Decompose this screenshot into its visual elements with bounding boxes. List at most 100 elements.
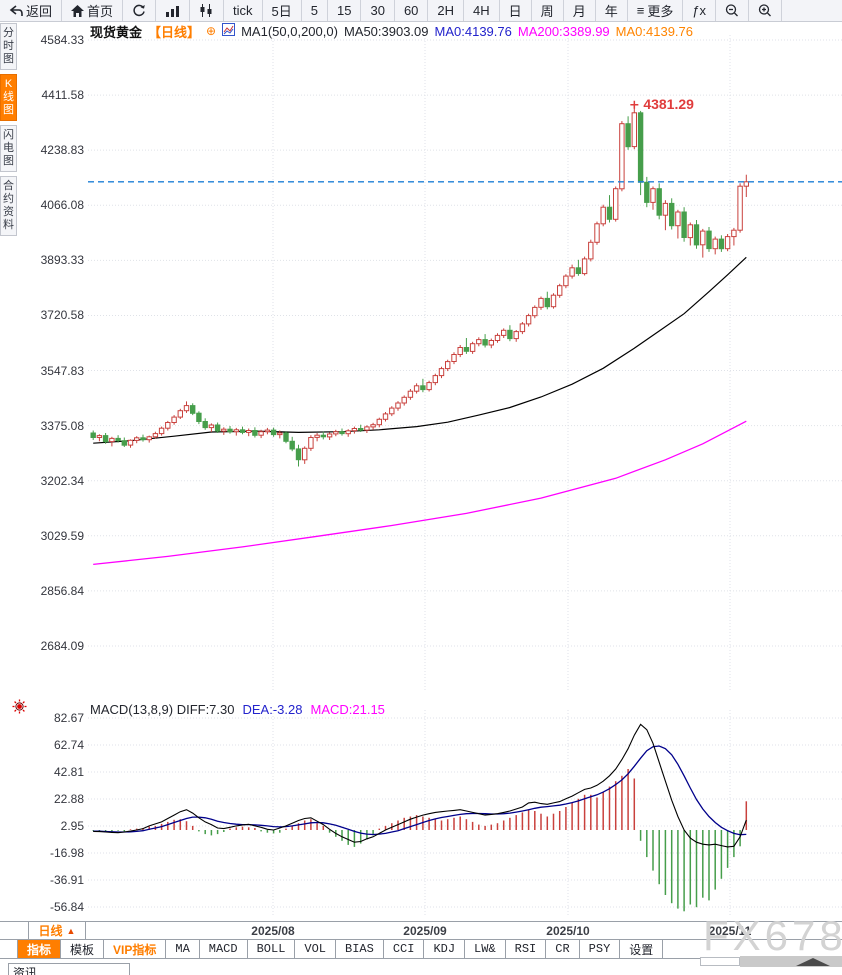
- price-axis-label: 4238.83: [40, 143, 84, 158]
- mini-chart-icon[interactable]: [222, 23, 236, 39]
- indicator-tab-模板[interactable]: 模板: [61, 940, 105, 958]
- scroll-up-arrow-icon[interactable]: [796, 958, 830, 966]
- toolbar-week[interactable]: 周: [532, 0, 564, 21]
- price-axis-label: 3720.58: [40, 308, 84, 323]
- price-axis-label: 2684.09: [40, 638, 84, 653]
- scrollbar-fill[interactable]: [740, 956, 842, 967]
- toolbar-zoom-in-icon[interactable]: [749, 0, 783, 21]
- toolbar-back[interactable]: 返回: [0, 0, 63, 21]
- chart-type-sidebar: 分时图 K线图闪电图合约资料: [0, 23, 17, 236]
- toolbar-label: tick: [233, 3, 253, 18]
- horizontal-scrollbar[interactable]: [700, 956, 842, 967]
- toolbar-label: 年: [604, 4, 618, 19]
- price-axis-label: 3547.83: [40, 363, 84, 378]
- tab-news[interactable]: 资讯: [8, 963, 130, 975]
- month-label: 2025/11: [708, 924, 752, 938]
- price-axis-label: 3029.59: [40, 528, 84, 543]
- toolbar-15[interactable]: 15: [328, 0, 362, 21]
- sidebar-item-kline-chart[interactable]: K线图: [0, 74, 17, 121]
- toolbar-bar-chart-icon[interactable]: [156, 0, 191, 21]
- toolbar-label: 日: [508, 4, 522, 19]
- price-axis-label: 3375.08: [40, 418, 84, 433]
- indicator-tab-KDJ[interactable]: KDJ: [424, 940, 466, 958]
- indicator-tab-CCI[interactable]: CCI: [384, 940, 425, 958]
- period-selector[interactable]: 日线 ▲: [28, 922, 86, 939]
- indicator-tab-LW&[interactable]: LW&: [465, 940, 506, 958]
- toolbar-label: 60: [403, 3, 419, 18]
- home-icon: [71, 4, 85, 17]
- price-axis-label: 3202.34: [40, 473, 84, 488]
- period-badge: 【日线】: [148, 24, 201, 40]
- toolbar-label: 月: [572, 4, 586, 19]
- indicator-tab-BOLL[interactable]: BOLL: [248, 940, 296, 958]
- price-axis-label: 2856.84: [40, 583, 84, 598]
- add-overlay-icon[interactable]: ⊕: [206, 24, 217, 38]
- macd-axis-label: 42.81: [53, 765, 84, 779]
- month-label: 2025/08: [251, 924, 295, 938]
- toolbar-2h[interactable]: 2H: [428, 0, 465, 21]
- sidebar-item-contract-info[interactable]: 合约资料: [0, 176, 17, 236]
- indicator-toolbar: 指标 模板 VIP指标 MA MACD BOLL VOL BIAS CCI KDJ LW& RSI CR…: [0, 939, 842, 959]
- toolbar-more[interactable]: ≡ 更多: [628, 0, 684, 21]
- macd-axis-label: -36.91: [49, 873, 84, 887]
- toolbar-home[interactable]: 首页: [62, 0, 124, 21]
- macd-axis-label: 22.88: [53, 792, 84, 806]
- macd-axis-label: -16.98: [49, 846, 84, 860]
- ma-params: MA1(50,0,200,0): [241, 23, 338, 39]
- toolbar-60[interactable]: 60: [395, 0, 429, 21]
- toolbar-month[interactable]: 月: [564, 0, 596, 21]
- ma0-orange-value: MA0:4139.76: [615, 23, 693, 39]
- indicator-tab-BIAS[interactable]: BIAS: [336, 940, 384, 958]
- candle-chart-icon: [199, 4, 214, 17]
- indicator-tab-CR[interactable]: CR: [546, 940, 580, 958]
- indicator-tab-指标[interactable]: 指标: [17, 940, 62, 958]
- toolbar-5[interactable]: 5: [302, 0, 328, 21]
- refresh-icon: [132, 4, 146, 17]
- chevron-up-icon: ▲: [66, 925, 76, 936]
- bar-chart-icon: [165, 5, 180, 17]
- toolbar-label: 首页: [87, 4, 114, 19]
- toolbar-day[interactable]: 日: [500, 0, 532, 21]
- symbol-name: 现货黄金: [90, 24, 143, 40]
- scrollbar-track[interactable]: [700, 957, 740, 966]
- toolbar-4h[interactable]: 4H: [464, 0, 500, 21]
- main-candlestick-panel[interactable]: 4381.29: [88, 30, 842, 695]
- indicator-tab-VOL[interactable]: VOL: [295, 940, 337, 958]
- indicator-tab-RSI[interactable]: RSI: [506, 940, 547, 958]
- sidebar-item-lightning-chart[interactable]: 闪电图: [0, 125, 17, 172]
- chart-header: 现货黄金 【日线】 ⊕ MA1(50,0,200,0) MA50:3903.09…: [90, 23, 693, 40]
- toolbar-label: 30: [370, 3, 385, 18]
- macd-axis-label: -56.84: [49, 900, 84, 914]
- macd-header: MACD(13,8,9) DIFF:7.30 DEA:-3.28 MACD:21…: [90, 702, 385, 717]
- toolbar-label: 返回: [26, 4, 53, 19]
- back-icon: [9, 4, 23, 17]
- sidebar-item-time-chart[interactable]: 分时图: [0, 23, 17, 70]
- indicator-tab-VIP指标[interactable]: VIP指标: [104, 940, 167, 958]
- ma50-value: MA50:3903.09: [343, 23, 429, 39]
- zoom-out-icon: [725, 4, 739, 17]
- top-toolbar: 返回 首页 tick 5日 5 15 30 60 2H 4H 日 周 月 年 ≡ 更多 ƒx: [0, 0, 842, 22]
- toolbar-5d[interactable]: 5日: [263, 0, 302, 21]
- macd-dea-value: DEA:-3.28: [242, 702, 303, 717]
- period-selector-label: 日线: [38, 924, 63, 938]
- indicator-tab-MACD[interactable]: MACD: [200, 940, 248, 958]
- macd-indicator-panel[interactable]: [88, 700, 842, 921]
- toolbar-label: 5日: [271, 4, 292, 19]
- toolbar-fx[interactable]: ƒx: [683, 0, 717, 21]
- toolbar-tick[interactable]: tick: [224, 0, 263, 21]
- toolbar-30[interactable]: 30: [361, 0, 395, 21]
- toolbar-year[interactable]: 年: [596, 0, 628, 21]
- price-axis-label: 4411.58: [41, 88, 85, 103]
- toolbar-refresh-icon[interactable]: [123, 0, 157, 21]
- toolbar-label: 5: [310, 3, 318, 18]
- macd-params-diff: MACD(13,8,9) DIFF:7.30: [90, 702, 235, 717]
- indicator-tab-MA[interactable]: MA: [166, 940, 200, 958]
- indicator-tab-设置[interactable]: 设置: [620, 940, 664, 958]
- macd-axis-label: 62.74: [53, 738, 84, 752]
- price-axis-label: 4584.33: [40, 33, 84, 47]
- toolbar-candle-chart-icon[interactable]: [190, 0, 225, 21]
- indicator-tab-PSY[interactable]: PSY: [580, 940, 621, 958]
- toolbar-zoom-out-icon[interactable]: [716, 0, 750, 21]
- toolbar-label: 2H: [437, 3, 455, 18]
- ma0-blue-value: MA0:4139.76: [434, 23, 512, 39]
